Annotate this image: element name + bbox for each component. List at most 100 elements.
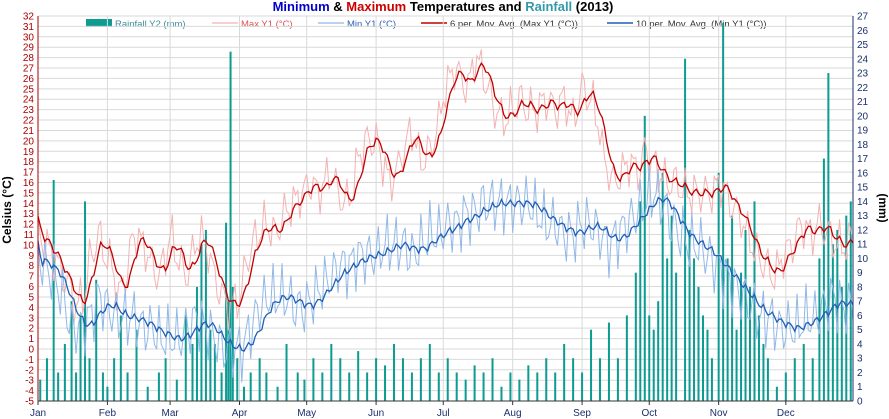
rainfall-bar	[666, 258, 669, 401]
title-part: Temperatures and	[406, 0, 525, 14]
rainfall-bar	[675, 272, 678, 401]
x-tick-label: Sep	[573, 408, 591, 419]
rainfall-bar	[249, 372, 252, 401]
title-part: (2013)	[572, 0, 613, 14]
rainfall-bar	[802, 343, 805, 401]
y-right-tick-label: 4	[857, 339, 863, 350]
y-left-tick-label: -2	[25, 365, 34, 376]
rainfall-bar	[175, 379, 178, 401]
y-left-tick-label: 20	[23, 136, 35, 147]
y-right-tick-label: 21	[857, 97, 869, 108]
rainfall-bar	[836, 229, 839, 401]
rainfall-bar	[225, 222, 228, 401]
rainfall-bar	[242, 386, 245, 401]
y-left-tick-label: 21	[23, 126, 35, 137]
y-left-tick-label: 31	[23, 22, 35, 33]
legend-label: Max Y1 (°C)	[241, 19, 293, 30]
y-left-tick-label: 26	[23, 74, 35, 85]
y-left-tick-label: 24	[23, 95, 35, 106]
y-right-tick-label: 7	[857, 297, 863, 308]
y-right-tick-label: 20	[857, 111, 869, 122]
rainfall-bar	[527, 365, 530, 401]
rainfall-bar	[401, 358, 404, 401]
rainfall-bar	[697, 286, 700, 401]
y-right-tick-label: 17	[857, 154, 869, 165]
rainfall-bar	[722, 23, 725, 401]
y-right-tick-label: 15	[857, 183, 869, 194]
title-part: Minimum	[273, 0, 330, 14]
x-tick-label: Nov	[710, 408, 728, 419]
y-left-tick-label: -4	[25, 386, 34, 397]
rainfall-bar	[518, 379, 521, 401]
y-left-tick-label: 25	[23, 84, 35, 95]
y-right-tick-label: 19	[857, 126, 869, 137]
y-left-tick-label: 1	[28, 334, 34, 345]
rainfall-bar	[643, 115, 646, 401]
y-left-tick-label: 0	[28, 344, 34, 355]
y-left-tick-label: -1	[25, 355, 34, 366]
rainfall-bar	[845, 215, 848, 401]
min-temp-series	[37, 165, 854, 383]
rainfall-bar	[70, 301, 73, 401]
rainfall-bar	[384, 365, 387, 401]
rainfall-bar	[639, 201, 642, 401]
legend-label: 6 per. Mov. Avg. (Max Y1 (°C))	[450, 19, 578, 30]
y-left-tick-label: 27	[23, 64, 35, 75]
rainfall-bar	[831, 244, 834, 401]
rainfall-bar	[455, 372, 458, 401]
rainfall-bar	[296, 372, 299, 401]
min-avg-line	[37, 196, 854, 352]
title-part: Maximum	[346, 0, 406, 14]
rainfall-bar	[748, 286, 752, 401]
rainfall-bar	[357, 351, 360, 401]
y-left-tick-label: 12	[23, 220, 35, 231]
rainfall-bar	[276, 386, 279, 401]
rainfall-bar	[303, 379, 306, 401]
rainfall-bar	[348, 372, 351, 401]
rainfall-bar	[740, 272, 743, 401]
y-left-tick-label: 14	[23, 199, 35, 210]
y-right-tick-label: 14	[857, 197, 869, 208]
y-right-tick-label: 11	[857, 240, 868, 251]
rainfall-bar	[572, 358, 575, 401]
rainfall-bar	[811, 358, 814, 401]
legend-label: 10 per. Mov. Avg. (Min Y1 (°C))	[636, 19, 767, 30]
rainfall-bar	[545, 358, 548, 401]
rainfall-bar	[684, 58, 687, 402]
y-left-tick-label: 3	[28, 313, 34, 324]
y-axis-left-label: Celsius (°C)	[0, 176, 14, 243]
rainfall-bar	[536, 372, 539, 401]
y-left-tick-label: -3	[25, 376, 34, 387]
x-tick-label: Dec	[777, 408, 795, 419]
y-right-tick-label: 6	[857, 311, 863, 322]
y-left-tick-label: 2	[28, 324, 34, 335]
rainfall-bar	[616, 358, 619, 401]
max-temp-line	[37, 49, 854, 331]
rainfall-bar	[106, 386, 109, 401]
min-temp-moving-average	[37, 196, 854, 352]
rainfall-bar	[563, 343, 566, 401]
rainfall-bar	[744, 229, 747, 401]
y-left-tick-label: -5	[25, 397, 34, 408]
rainfall-bar	[717, 172, 720, 401]
max-temp-series	[37, 49, 854, 331]
min-temp-line	[37, 165, 854, 383]
y-left-tick-label: 30	[23, 32, 35, 43]
legend-label: Rainfall Y2 (mm)	[115, 19, 186, 30]
y-right-tick-label: 22	[857, 83, 869, 94]
max-avg-line	[37, 62, 854, 308]
grid	[37, 15, 853, 402]
rainfall-bar	[784, 372, 787, 401]
rainfall-bar	[88, 358, 91, 401]
max-temp-moving-average	[37, 62, 854, 308]
rainfall-bar	[670, 215, 673, 401]
rainfall-bar	[491, 358, 494, 401]
rainfall-bar	[204, 229, 207, 401]
x-tick-label: Feb	[99, 408, 117, 419]
x-tick-label: May	[297, 408, 316, 419]
rainfall-bar	[500, 386, 503, 401]
rainfall-bar	[598, 358, 601, 401]
rainfall-bar	[590, 329, 593, 401]
rainfall-bar	[75, 372, 78, 401]
y-left-tick-label: 6	[28, 282, 34, 293]
